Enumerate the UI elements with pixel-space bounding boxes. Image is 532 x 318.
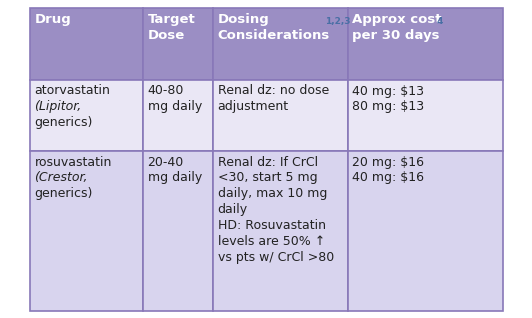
Text: rosuvastatin: rosuvastatin [35, 156, 112, 169]
Text: atorvastatin: atorvastatin [35, 85, 110, 98]
Text: adjustment: adjustment [218, 100, 289, 114]
Text: Dose: Dose [147, 29, 185, 42]
Text: Dosing: Dosing [218, 12, 269, 25]
Text: Considerations: Considerations [218, 29, 330, 42]
Bar [347, 150, 503, 310]
Text: (Crestor,: (Crestor, [35, 171, 88, 184]
Text: generics): generics) [35, 116, 93, 129]
Text: generics): generics) [35, 187, 93, 200]
Bar [212, 8, 347, 80]
Text: Renal dz: If CrCl: Renal dz: If CrCl [218, 156, 318, 169]
Text: 4: 4 [437, 17, 443, 26]
Text: Approx cost: Approx cost [353, 12, 442, 25]
Text: per 30 days: per 30 days [353, 29, 440, 42]
Text: 1,2,3: 1,2,3 [325, 17, 350, 26]
Text: 40 mg: $13: 40 mg: $13 [353, 85, 425, 98]
Text: Drug: Drug [35, 12, 71, 25]
Bar [29, 150, 143, 310]
Text: (Lipitor,: (Lipitor, [35, 100, 82, 114]
Text: mg daily: mg daily [147, 171, 202, 184]
Text: 80 mg: $13: 80 mg: $13 [353, 100, 425, 114]
Text: 40 mg: $16: 40 mg: $16 [353, 171, 425, 184]
Bar [212, 80, 347, 150]
Bar [29, 80, 143, 150]
Text: vs pts w/ CrCl >80: vs pts w/ CrCl >80 [218, 251, 334, 264]
Text: <30, start 5 mg: <30, start 5 mg [218, 171, 317, 184]
Text: 40-80: 40-80 [147, 85, 184, 98]
Bar [347, 8, 503, 80]
Bar [29, 8, 143, 80]
Bar [143, 8, 212, 80]
Bar [143, 150, 212, 310]
Text: 20-40: 20-40 [147, 156, 184, 169]
Text: Target: Target [147, 12, 195, 25]
Bar [143, 80, 212, 150]
Text: 20 mg: $16: 20 mg: $16 [353, 156, 425, 169]
Text: mg daily: mg daily [147, 100, 202, 114]
Bar [212, 150, 347, 310]
Text: HD: Rosuvastatin: HD: Rosuvastatin [218, 219, 326, 232]
Text: daily: daily [218, 204, 247, 217]
Text: daily, max 10 mg: daily, max 10 mg [218, 187, 327, 200]
Bar [347, 80, 503, 150]
Text: Renal dz: no dose: Renal dz: no dose [218, 85, 329, 98]
Text: levels are 50% ↑: levels are 50% ↑ [218, 235, 325, 248]
